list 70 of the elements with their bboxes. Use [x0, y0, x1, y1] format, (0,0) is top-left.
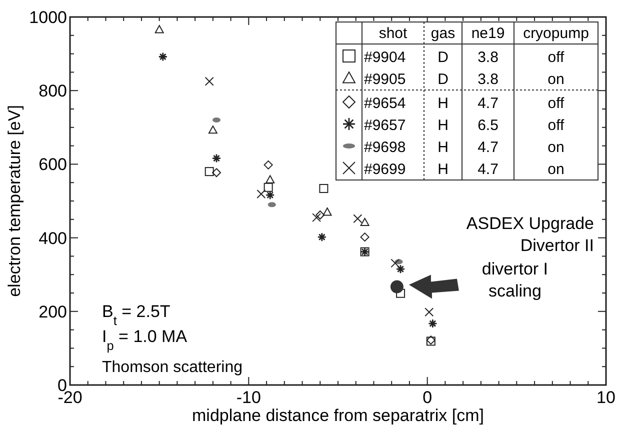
- annotation: H: [438, 95, 448, 112]
- point: [256, 190, 266, 199]
- annotation: ASDEX Upgrade: [466, 214, 594, 233]
- point: [204, 167, 214, 176]
- annotation: 6.5: [478, 117, 498, 134]
- annotation: 4.7: [478, 95, 498, 112]
- legend-label: #9699: [364, 161, 406, 178]
- x-tick-label: 0: [422, 388, 432, 407]
- point: [396, 264, 406, 274]
- legend-label: #9657: [364, 117, 406, 134]
- annotation: H: [438, 117, 448, 134]
- x-tick-label: -10: [236, 388, 261, 407]
- point: [360, 232, 370, 242]
- annotation: D: [438, 71, 449, 88]
- x-tick-label: 10: [596, 388, 616, 407]
- point: [154, 25, 164, 34]
- annotation: H: [438, 139, 448, 156]
- legend-label: #9904: [364, 49, 406, 66]
- point: [264, 160, 273, 170]
- annotation: ne19: [471, 25, 505, 42]
- annotation: 3.8: [478, 71, 498, 88]
- point: [360, 218, 370, 226]
- y-tick-label: 1000: [29, 8, 67, 27]
- point: [317, 232, 327, 242]
- point: [396, 288, 406, 298]
- annotation: on: [548, 161, 564, 178]
- point: [208, 125, 218, 134]
- y-tick-label: 600: [38, 155, 67, 174]
- annotation: on: [548, 139, 564, 156]
- y-tick-label: 200: [38, 302, 67, 322]
- annotation: H: [438, 161, 448, 178]
- annotation: off: [548, 95, 566, 112]
- y-tick-label: 400: [38, 228, 67, 248]
- annotation: 4.7: [478, 161, 498, 178]
- point: [390, 258, 400, 268]
- annotation: off: [548, 117, 566, 134]
- annotation: 4.7: [478, 139, 498, 156]
- point: [265, 190, 275, 200]
- point: [322, 208, 332, 216]
- point: [424, 308, 434, 317]
- legend-label: #9698: [364, 139, 406, 156]
- y-tick-label: 800: [38, 82, 67, 101]
- point: [264, 182, 273, 192]
- point: [312, 213, 322, 222]
- annotation: off: [548, 49, 566, 66]
- legend-title: shot: [378, 25, 408, 42]
- legend-label: #9905: [364, 71, 406, 88]
- annotation: divertor I scaling: [482, 260, 548, 301]
- annotation: Divertor II: [520, 236, 594, 255]
- annotation: gas: [430, 25, 456, 42]
- point: [428, 318, 438, 328]
- y-axis-title: electron temperature [eV]: [5, 105, 24, 297]
- annotation: Thomson scattering: [102, 359, 243, 376]
- annotation: cryopump: [523, 25, 589, 42]
- annotation: on: [548, 71, 564, 88]
- x-axis-title: midplane distance from separatrix [cm]: [192, 406, 484, 425]
- annotation: I$_{p}$ = 1.0 MA: [102, 327, 188, 352]
- point: [316, 210, 325, 220]
- point: [158, 52, 168, 62]
- point: [390, 280, 404, 294]
- annotation: D: [438, 49, 449, 66]
- legend-label: #9654: [364, 95, 406, 112]
- point: [212, 168, 222, 178]
- point: [266, 175, 275, 184]
- point: [353, 214, 362, 224]
- annotation: 3.8: [478, 49, 498, 66]
- annotation: B$_{t}$ = 2.5T: [102, 302, 170, 328]
- point: [212, 154, 222, 164]
- point: [319, 184, 328, 193]
- point: [204, 76, 214, 86]
